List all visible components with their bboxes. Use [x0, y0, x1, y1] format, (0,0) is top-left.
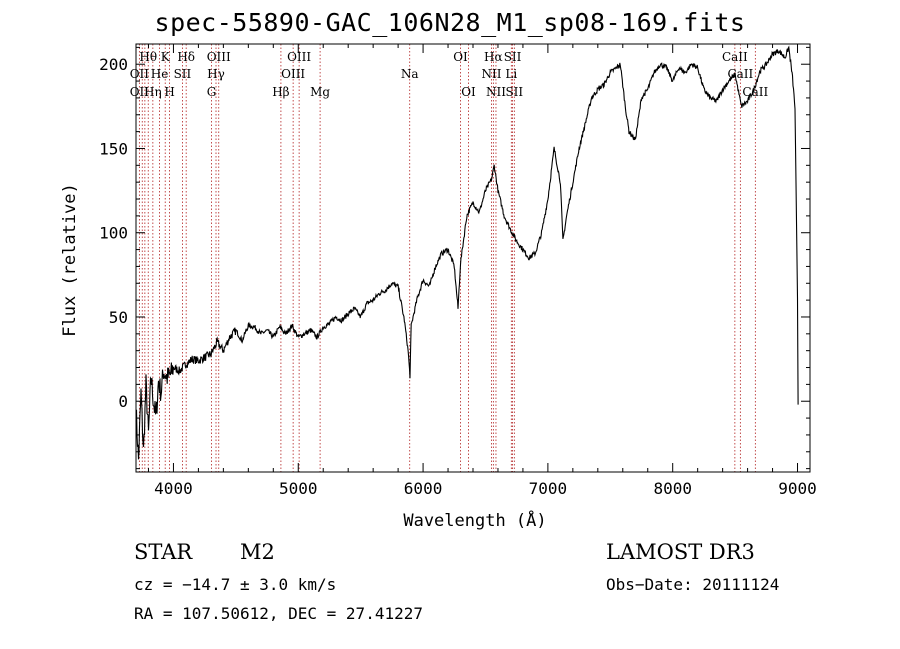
redshift-cz: cz = −14.7 ± 3.0 km/s: [134, 575, 337, 594]
spectral-line-label: OI: [453, 50, 468, 64]
spectral-line-label: NII: [481, 67, 501, 81]
x-tick-label: 8000: [653, 479, 692, 498]
spectral-line-label: He: [151, 67, 169, 81]
x-tick-label: 7000: [529, 479, 568, 498]
spectral-line-label: Li: [505, 67, 517, 81]
spectral-line-label: SII: [504, 50, 522, 64]
spectral-line-label: K: [161, 50, 171, 64]
spectral-line-label: Hδ: [177, 50, 195, 64]
coordinates: RA = 107.50612, DEC = 27.41227: [134, 604, 423, 623]
spectral-line-label: Hθ: [139, 50, 157, 64]
spectrum-series-line: [135, 45, 799, 460]
spectral-line-label: Hα: [484, 50, 503, 64]
spectral-line-label: OIII: [287, 50, 311, 64]
spectral-line-label: SII: [174, 67, 192, 81]
spectral-line-label: Hη: [144, 85, 162, 99]
spectral-line-label: OIII: [207, 50, 231, 64]
object-class: STAR: [134, 540, 193, 564]
spectral-line-label: OI: [461, 85, 476, 99]
y-tick-label: 0: [118, 392, 128, 411]
y-tick-label: 150: [99, 139, 128, 158]
spectral-line-label: OII: [130, 67, 150, 81]
spectral-line-label: Hγ: [207, 67, 225, 81]
spectral-line-label: NII: [486, 85, 506, 99]
spectral-line-label: SII: [505, 85, 523, 99]
spectral-line-markers: [138, 44, 756, 472]
x-tick-label: 5000: [279, 479, 318, 498]
spectral-line-label: OII: [130, 85, 150, 99]
spectral-line-label: Na: [401, 67, 419, 81]
spectral-line-label: CaII: [742, 85, 768, 99]
obs-date: Obs−Date: 20111124: [606, 575, 780, 594]
y-tick-label: 50: [109, 308, 128, 327]
x-tick-label: 4000: [154, 479, 193, 498]
spectral-line-label: Mg: [310, 85, 330, 99]
object-subclass: M2: [240, 540, 275, 564]
x-axis-ticks: 4000 5000 6000 7000 8000 9000: [147, 44, 817, 498]
x-axis-title: Wavelength (Å): [403, 511, 547, 531]
y-axis-ticks: 0 50 100 150 200: [99, 46, 810, 470]
spectral-line-label: CaII: [722, 50, 748, 64]
x-tick-label: 6000: [404, 479, 443, 498]
y-tick-label: 100: [99, 224, 128, 243]
y-axis-title: Flux (relative): [60, 183, 80, 337]
x-tick-label: 9000: [778, 479, 817, 498]
y-tick-label: 200: [99, 55, 128, 74]
spectral-line-labels: HθOIIOIIHηKHeHSIIHδGOIIIHγHβOIIIOIIIMgNa…: [130, 50, 769, 99]
spectral-line-label: H: [164, 85, 174, 99]
spectral-line-label: G: [207, 85, 217, 99]
spectral-line-label: Hβ: [272, 85, 289, 99]
chart-title: spec-55890-GAC_106N28_M1_sp08-169.fits: [154, 8, 746, 37]
spectral-line-label: OIII: [281, 67, 305, 81]
survey-name: LAMOST DR3: [606, 540, 755, 564]
plot-frame: [135, 43, 811, 473]
